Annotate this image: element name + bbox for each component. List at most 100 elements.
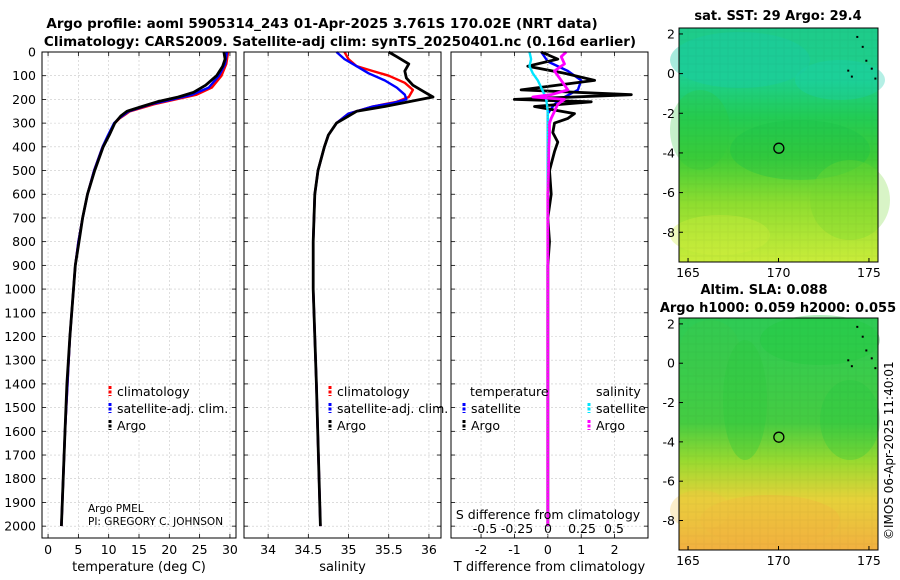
island-2 bbox=[865, 59, 868, 62]
x-tick-label: 34.5 bbox=[294, 542, 322, 557]
island-4 bbox=[874, 367, 877, 370]
map-y-label: -6 bbox=[663, 185, 676, 200]
imos-watermark: ©IMOS 06-Apr-2025 11:40:01 bbox=[882, 361, 896, 540]
x-tick-label: 34 bbox=[260, 542, 276, 557]
island-6 bbox=[850, 75, 853, 78]
x-tick-label: 1 bbox=[577, 542, 585, 557]
s-tick-label: -0.5 bbox=[473, 521, 497, 536]
island-markers bbox=[847, 325, 877, 370]
map-x-label: 165 bbox=[676, 553, 700, 568]
map-x-label: 170 bbox=[767, 265, 791, 280]
depth-tick-label: 1700 bbox=[4, 448, 36, 463]
s-tick-label: 0 bbox=[544, 521, 552, 536]
x-tick-label: 30 bbox=[222, 542, 238, 557]
title-line-2: Climatology: CARS2009. Satellite-adj cli… bbox=[44, 34, 636, 50]
depth-tick-label: 400 bbox=[12, 139, 36, 154]
map-y-label: 2 bbox=[667, 316, 675, 331]
x-tick-label: -2 bbox=[475, 542, 487, 557]
map-y-label: -8 bbox=[663, 513, 676, 528]
x-tick-label: -1 bbox=[508, 542, 520, 557]
map-x-label: 175 bbox=[857, 553, 881, 568]
depth-axis: 0 100 200 300 400 500 600 700 800 900 1000 1100 1200… bbox=[4, 45, 36, 534]
depth-tick-label: 1100 bbox=[4, 305, 36, 320]
title-line-1: Argo profile: aoml 5905314_243 01-Apr-20… bbox=[46, 16, 597, 32]
map-y-label: 0 bbox=[667, 356, 675, 371]
island-0 bbox=[856, 35, 859, 38]
island-markers bbox=[847, 35, 877, 80]
map-x-label: 170 bbox=[767, 553, 791, 568]
legend-title-temperature: temperature bbox=[470, 384, 549, 399]
x-tick-label: 5 bbox=[74, 542, 82, 557]
float-position-marker bbox=[773, 431, 785, 443]
legend-title-salinity: salinity bbox=[596, 384, 641, 399]
depth-tick-label: 600 bbox=[12, 187, 36, 202]
legend-label: satellite bbox=[596, 401, 646, 416]
map-pixels bbox=[679, 28, 878, 262]
legend-label: climatology bbox=[337, 384, 410, 399]
temperature-panel: 0 5 10 15 20 25 30 temperature (deg C) climatolo… bbox=[41, 51, 238, 575]
legend-label: satellite bbox=[471, 401, 521, 416]
depth-tick-label: 0 bbox=[28, 45, 36, 60]
sla-map-title-1: Altim. SLA: 0.088 bbox=[701, 283, 828, 298]
sst-map-title: sat. SST: 29 Argo: 29.4 bbox=[694, 9, 861, 24]
island-3 bbox=[870, 67, 873, 70]
x-tick-label: 25 bbox=[192, 542, 208, 557]
x-axis-label: salinity bbox=[319, 560, 366, 575]
sst-map: 165 170 175 2 0 -2 -4 -6 -8 bbox=[663, 26, 890, 280]
x-tick-label: 2 bbox=[611, 542, 619, 557]
x-tick-label: 15 bbox=[131, 542, 147, 557]
map-y-label: -4 bbox=[663, 145, 676, 160]
map-y-label: 2 bbox=[667, 26, 675, 41]
depth-tick-label: 1900 bbox=[4, 495, 36, 510]
depth-tick-label: 100 bbox=[12, 68, 36, 83]
map-y-label: -2 bbox=[663, 395, 675, 410]
depth-tick-label: 700 bbox=[12, 210, 36, 225]
x-tick-label: 20 bbox=[161, 542, 177, 557]
depth-tick-label: 1200 bbox=[4, 329, 36, 344]
series-line-2 bbox=[311, 50, 435, 527]
x-tick-label: 35.5 bbox=[375, 542, 403, 557]
depth-tick-label: 2000 bbox=[4, 519, 36, 534]
legend-label: Argo bbox=[596, 418, 625, 433]
float-position-marker bbox=[773, 142, 785, 154]
island-1 bbox=[861, 45, 864, 48]
island-5 bbox=[847, 69, 850, 72]
x-tick-label: 35 bbox=[341, 542, 357, 557]
depth-tick-label: 1800 bbox=[4, 471, 36, 486]
map-y-label: -6 bbox=[663, 474, 676, 489]
s-tick-label: 0.25 bbox=[568, 521, 596, 536]
map-y-label: 0 bbox=[667, 66, 675, 81]
series-line-2 bbox=[60, 51, 227, 527]
x-axis-top-label: S difference from climatology bbox=[456, 507, 641, 522]
legend-label: satellite-adj. clim. bbox=[337, 401, 448, 416]
depth-tick-label: 300 bbox=[12, 116, 36, 131]
island-1 bbox=[861, 335, 864, 338]
credit-line-1: Argo PMEL bbox=[88, 503, 144, 515]
island-0 bbox=[856, 325, 859, 328]
map-x-label: 175 bbox=[857, 265, 881, 280]
depth-tick-label: 1300 bbox=[4, 353, 36, 368]
legend-label: Argo bbox=[337, 418, 366, 433]
depth-tick-label: 1400 bbox=[4, 376, 36, 391]
x-tick-label: 10 bbox=[101, 542, 117, 557]
x-axis-label: temperature (deg C) bbox=[72, 560, 206, 575]
difference-panel: -2 -1 0 1 2 T difference from climatology S di… bbox=[450, 50, 649, 575]
depth-tick-label: 1000 bbox=[4, 282, 36, 297]
axes-frame bbox=[450, 51, 649, 539]
legend-label: Argo bbox=[117, 418, 146, 433]
depth-tick-label: 1500 bbox=[4, 400, 36, 415]
depth-tick-label: 900 bbox=[12, 258, 36, 273]
map-x-label: 165 bbox=[676, 265, 700, 280]
axes-frame bbox=[243, 51, 442, 539]
s-tick-label: -0.25 bbox=[501, 521, 533, 536]
credit-line-2: PI: GREGORY C. JOHNSON bbox=[88, 516, 223, 528]
island-5 bbox=[847, 359, 850, 362]
depth-tick-label: 1600 bbox=[4, 424, 36, 439]
legend-label: satellite-adj. clim. bbox=[117, 401, 228, 416]
plot-area bbox=[244, 52, 441, 538]
x-axis-label: T difference from climatology bbox=[453, 560, 646, 575]
salinity-panel: 34 34.5 35 35.5 36 salinity climatology satelli… bbox=[243, 50, 448, 575]
x-tick-label: 0 bbox=[44, 542, 52, 557]
map-pixels bbox=[679, 318, 878, 550]
